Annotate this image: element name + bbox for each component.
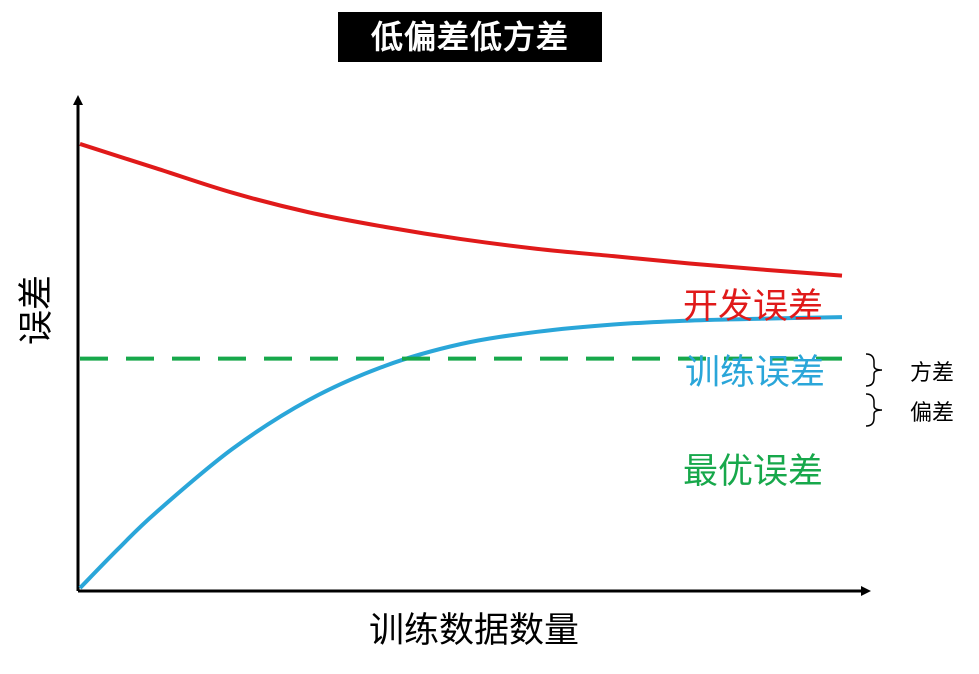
annotation-bias: 偏差 (910, 401, 954, 426)
series-label-optimal-error: 最优误差 (683, 452, 823, 492)
series-label-dev-error: 开发误差 (683, 287, 823, 327)
chart-title: 低偏差低方差 (338, 12, 602, 62)
annotation-variance: 方差 (910, 361, 954, 386)
series-line-dev-error (79, 142, 843, 278)
series-line-train-error (78, 315, 843, 590)
x-axis-label: 训练数据数量 (369, 611, 579, 651)
series-label-train-error: 训练误差 (685, 353, 825, 393)
y-axis-label: 误差 (17, 275, 57, 345)
variance-brace (865, 353, 883, 387)
bias-brace (865, 393, 883, 427)
